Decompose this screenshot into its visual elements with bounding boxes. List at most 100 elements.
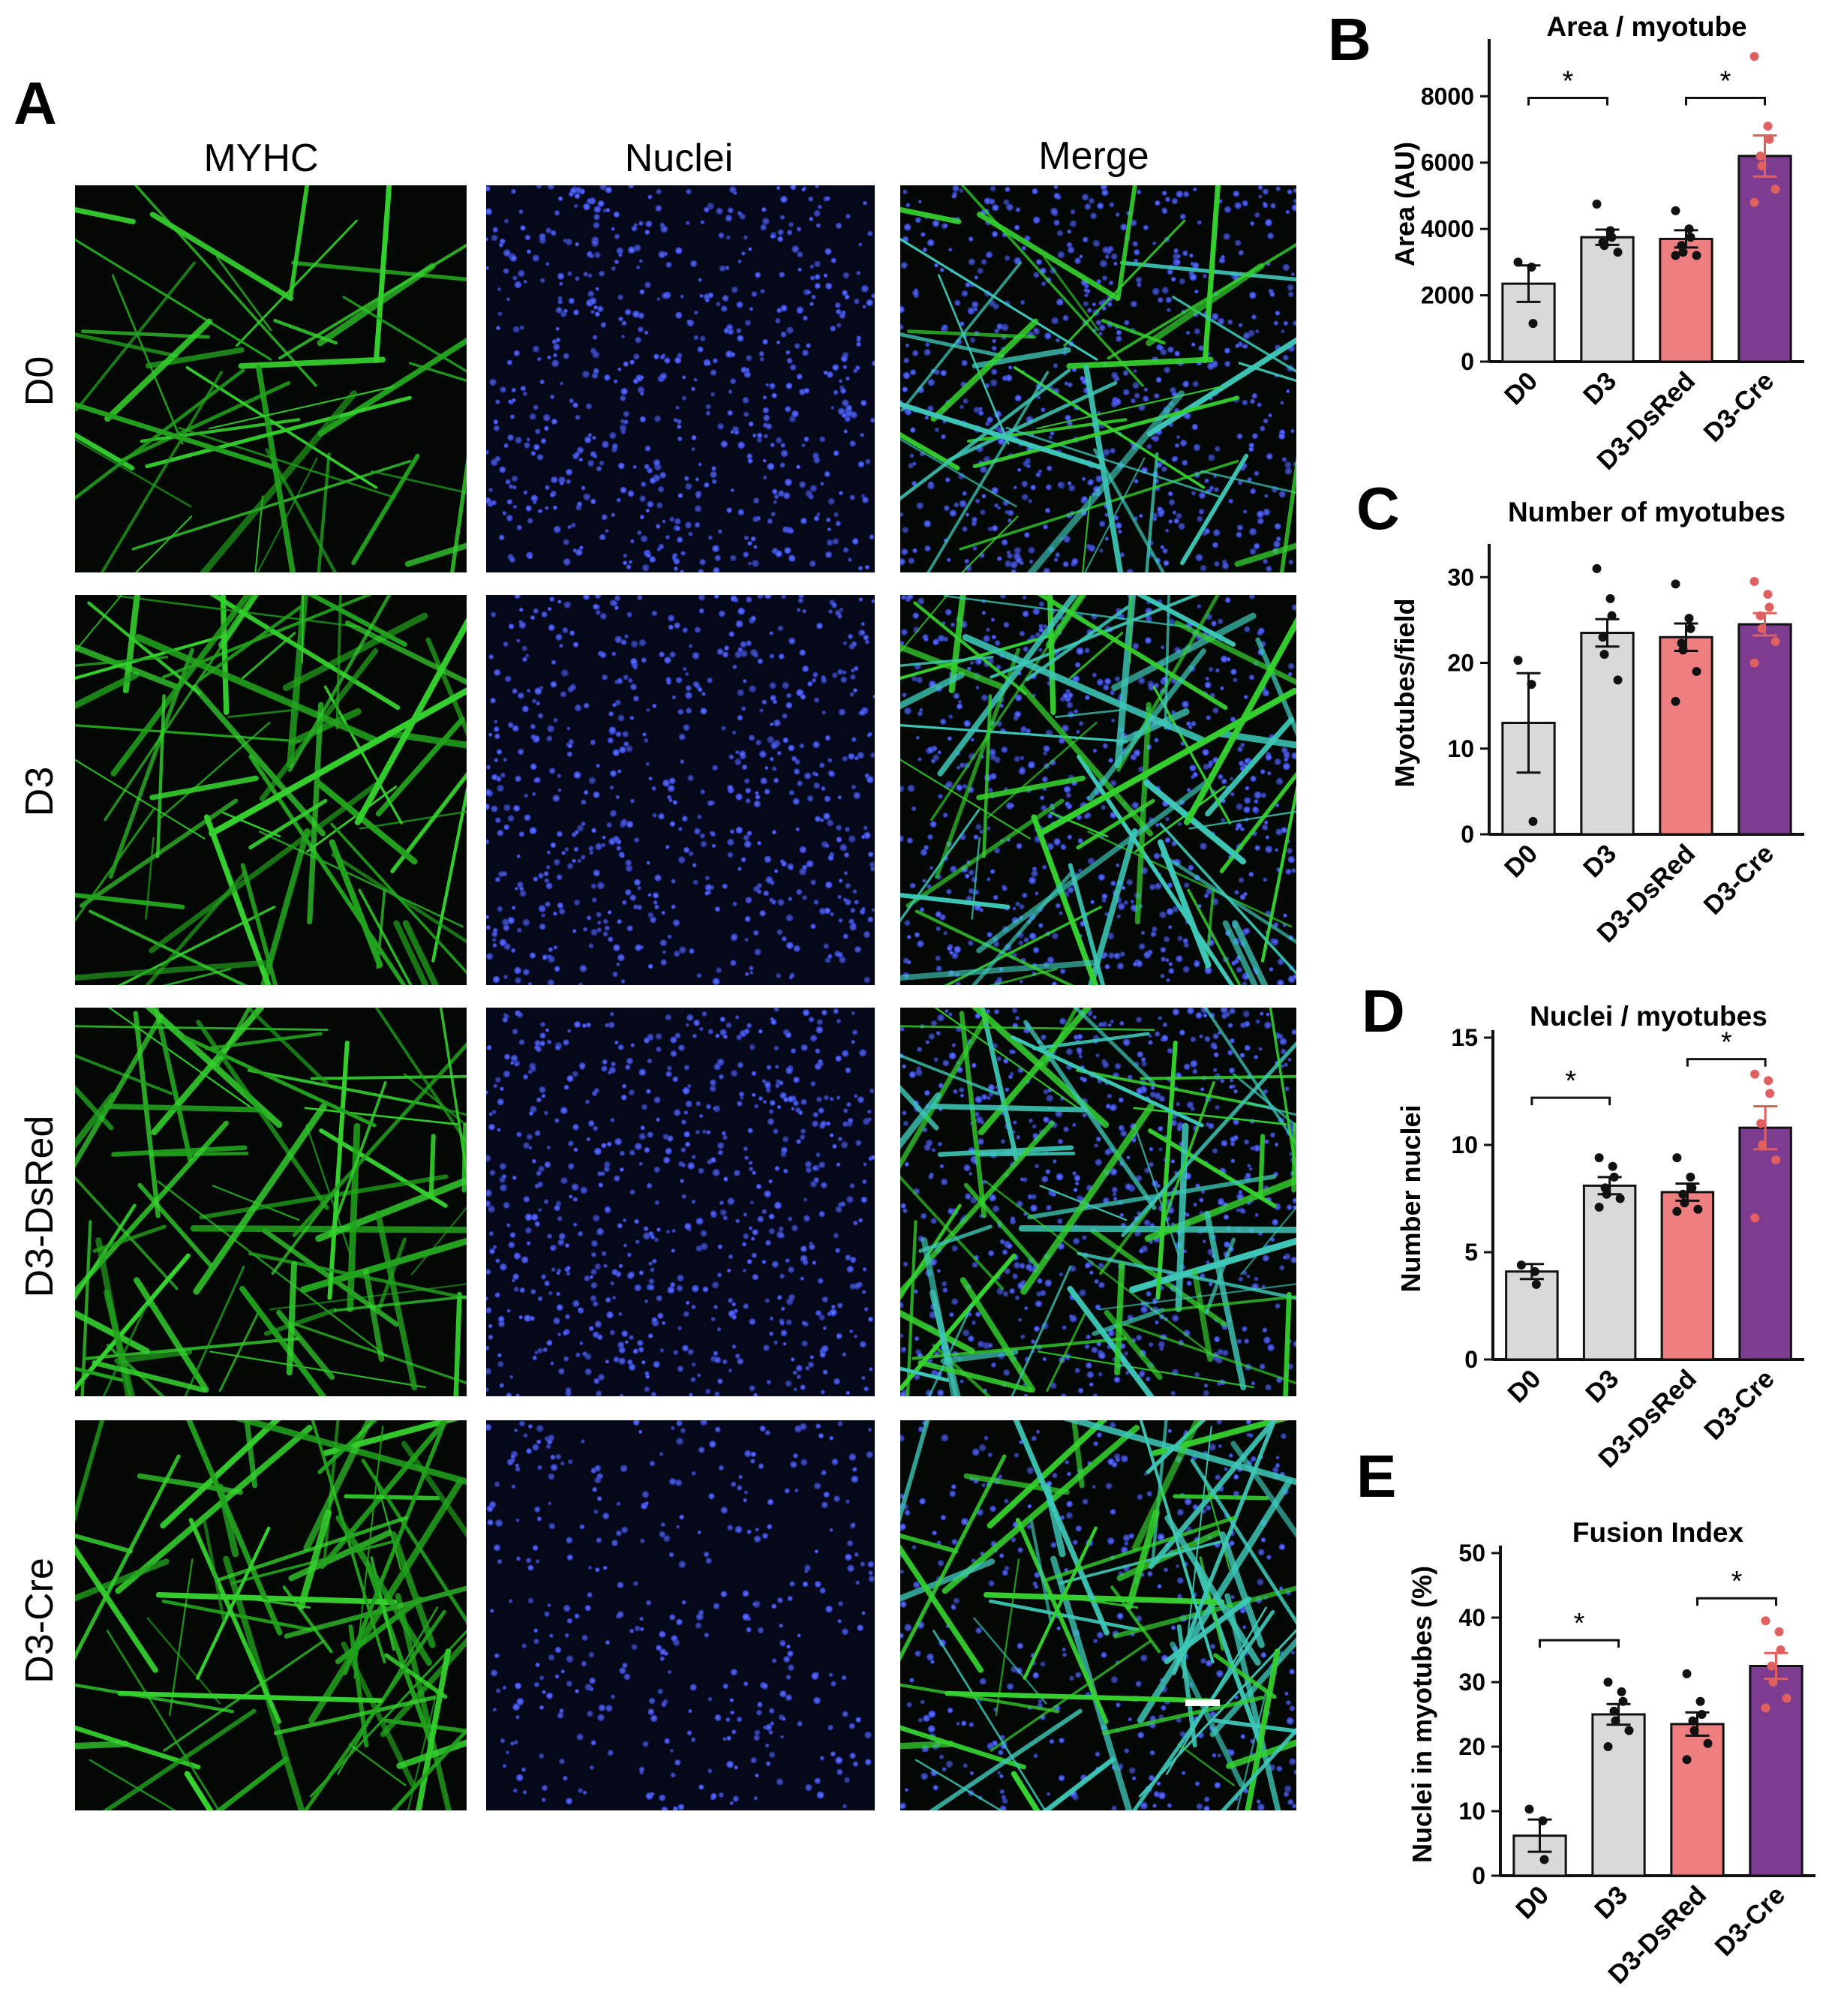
- nucleus-dot: [773, 494, 779, 500]
- myotube-fiber: [227, 709, 295, 718]
- nucleus-dot: [829, 1528, 833, 1532]
- nucleus-dot: [903, 357, 910, 364]
- nucleus-dot: [818, 1107, 824, 1114]
- nucleus-dot: [1179, 439, 1188, 447]
- nucleus-dot: [590, 1252, 596, 1257]
- nucleus-dot: [1102, 275, 1108, 281]
- nucleus-dot: [779, 1080, 784, 1086]
- nucleus-dot: [566, 751, 572, 757]
- nucleus-dot: [786, 326, 794, 334]
- nucleus-dot: [775, 1083, 780, 1089]
- nucleus-dot: [774, 1165, 780, 1171]
- nucleus-dot: [1120, 224, 1128, 231]
- myotube-fiber: [95, 1237, 132, 1396]
- nucleus-dot: [494, 876, 501, 882]
- nucleus-dot: [1244, 1044, 1251, 1051]
- nucleus-dot: [942, 813, 948, 818]
- nucleus-dot: [1187, 1008, 1194, 1014]
- nucleus-dot: [1041, 1034, 1047, 1041]
- nucleus-dot: [698, 1784, 704, 1790]
- nucleus-dot: [860, 400, 867, 407]
- nucleus-dot: [788, 897, 793, 902]
- nucleus-dot: [575, 504, 582, 511]
- nucleus-dot: [637, 595, 643, 601]
- nucleus-dot: [959, 188, 964, 193]
- nucleus-dot: [638, 1133, 646, 1140]
- nucleus-dot: [1282, 263, 1290, 272]
- nucleus-dot: [506, 297, 511, 302]
- nucleus-dot: [950, 622, 956, 628]
- nucleus-dot: [510, 1454, 515, 1459]
- nucleus-dot: [818, 1314, 825, 1320]
- nucleus-dot: [1254, 1212, 1259, 1217]
- nucleus-dot: [656, 502, 663, 509]
- nucleus-dot: [1118, 903, 1125, 910]
- nucleus-dot: [486, 185, 491, 192]
- nucleus-dot: [677, 1366, 684, 1372]
- nucleus-dot: [486, 953, 494, 960]
- nucleus-dot: [578, 1788, 584, 1793]
- nucleus-dot: [581, 821, 586, 827]
- nucleus-dot: [743, 235, 748, 240]
- nucleus-dot: [904, 1161, 909, 1167]
- nucleus-dot: [854, 1094, 858, 1098]
- nucleus-dot: [945, 780, 954, 789]
- nucleus-dot: [858, 1218, 863, 1223]
- myotube-fiber: [1248, 1101, 1296, 1116]
- nucleus-dot: [970, 738, 975, 742]
- nucleus-dot: [1234, 239, 1242, 247]
- nucleus-dot: [1268, 413, 1272, 418]
- nucleus-dot: [912, 350, 919, 356]
- nucleus-dot: [680, 1179, 684, 1183]
- nucleus-dot: [486, 1155, 491, 1162]
- nucleus-dot: [614, 233, 620, 239]
- nucleus-dot: [920, 1772, 928, 1780]
- nucleus-dot: [1140, 1801, 1148, 1810]
- nucleus-dot: [602, 918, 608, 924]
- nucleus-dot: [945, 1009, 949, 1014]
- nucleus-dot: [947, 557, 951, 562]
- micrograph-d3-cre-nuclei: [486, 1420, 875, 1810]
- nucleus-dot: [607, 737, 614, 744]
- myotube-fiber: [75, 1053, 173, 1095]
- nucleus-dot: [1053, 192, 1061, 200]
- nucleus-dot: [1119, 951, 1125, 957]
- nucleus-dot: [964, 564, 972, 572]
- nucleus-dot: [515, 1774, 524, 1782]
- nucleus-dot: [523, 490, 528, 495]
- nucleus-dot: [590, 1239, 598, 1247]
- nucleus-dot: [683, 724, 690, 732]
- nucleus-dot: [536, 1046, 542, 1053]
- nucleus-dot: [802, 349, 809, 356]
- nucleus-dot: [678, 827, 683, 831]
- nucleus-dot: [771, 1260, 779, 1268]
- nucleus-dot: [596, 927, 602, 933]
- nucleus-dot: [917, 757, 922, 762]
- nucleus-dot: [1112, 1191, 1117, 1197]
- nucleus-dot: [1035, 1164, 1040, 1169]
- nucleus-dot: [757, 1215, 764, 1223]
- nucleus-dot: [1126, 1155, 1131, 1160]
- nucleus-dot: [1242, 200, 1248, 206]
- nucleus-dot: [486, 266, 489, 271]
- nucleus-dot: [531, 699, 537, 704]
- nucleus-dot: [1067, 481, 1072, 485]
- nucleus-dot: [922, 247, 927, 252]
- nucleus-dot: [671, 1248, 675, 1253]
- nucleus-dot: [530, 734, 536, 741]
- nucleus-dot: [1192, 1068, 1198, 1074]
- nucleus-dot: [1174, 350, 1180, 356]
- nucleus-dot: [1258, 627, 1265, 633]
- nucleus-dot: [532, 254, 539, 262]
- nucleus-dot: [538, 1165, 545, 1172]
- nucleus-dot: [628, 185, 635, 189]
- nucleus-dot: [835, 1756, 843, 1765]
- nucleus-dot: [1236, 531, 1242, 538]
- nucleus-dot: [746, 1529, 752, 1534]
- nucleus-dot: [606, 822, 612, 828]
- nucleus-dot: [987, 1096, 991, 1101]
- nucleus-dot: [692, 863, 697, 867]
- nucleus-dot: [1132, 642, 1140, 650]
- nucleus-dot: [573, 309, 579, 316]
- nucleus-dot: [1203, 893, 1209, 898]
